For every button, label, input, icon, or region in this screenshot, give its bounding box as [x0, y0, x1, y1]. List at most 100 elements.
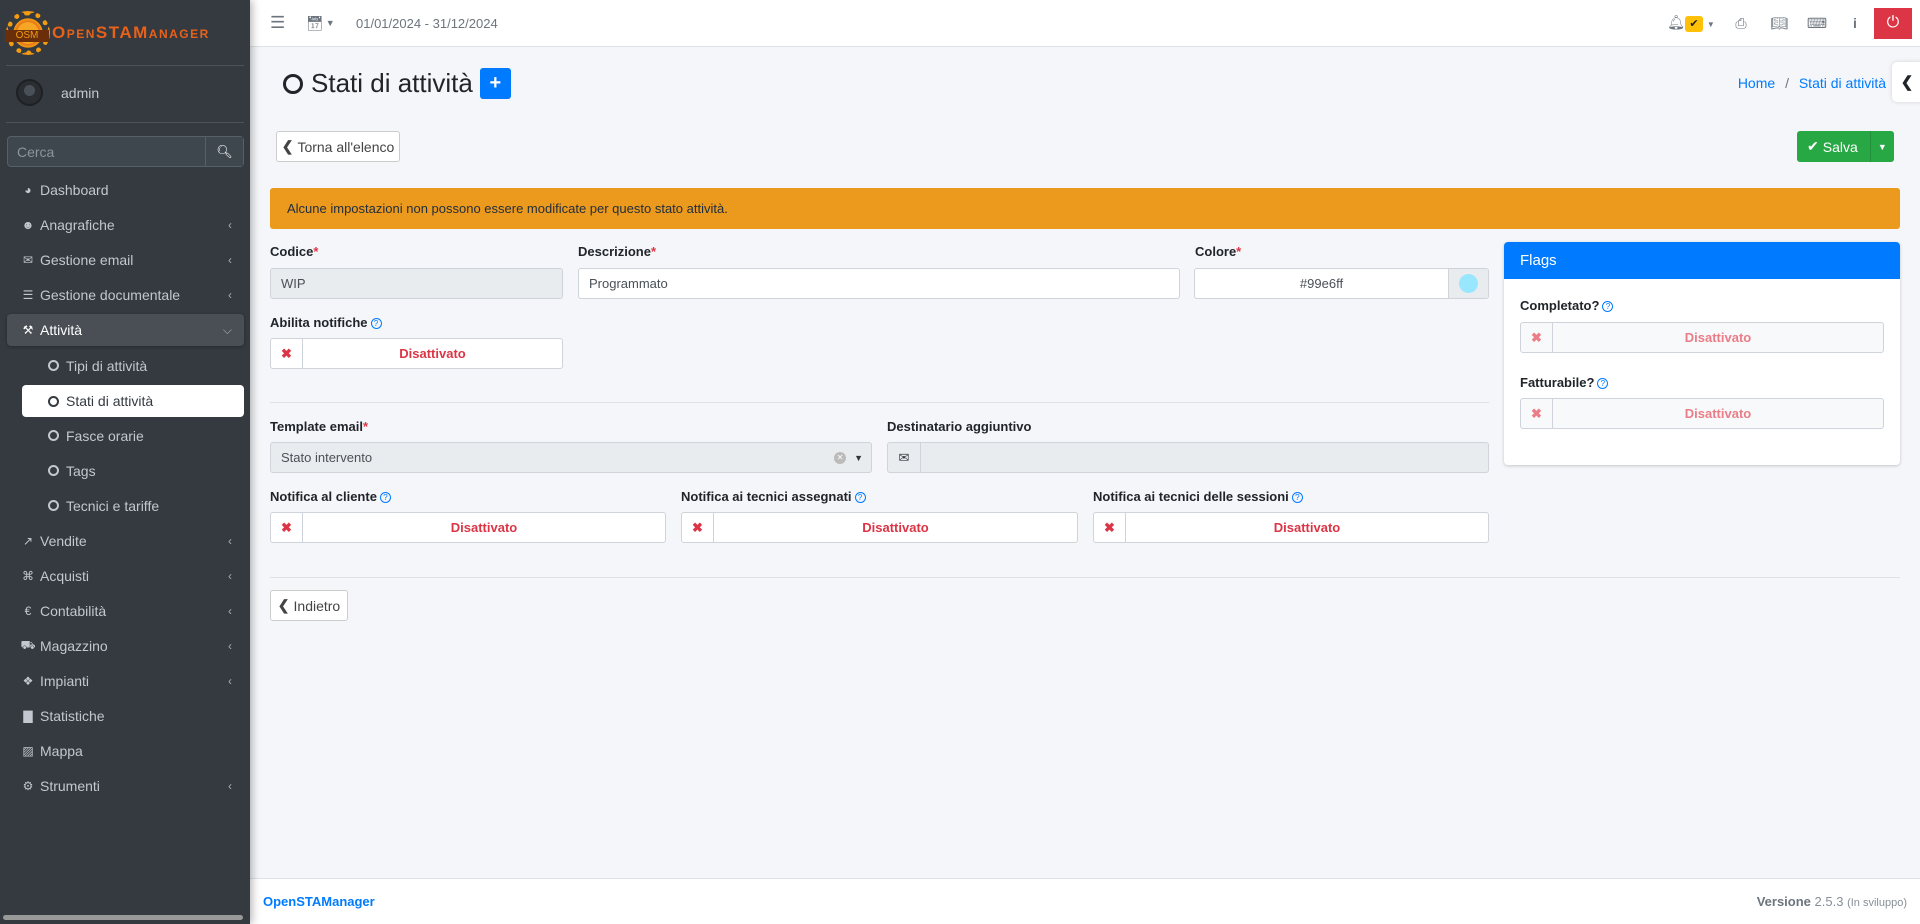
sidebar-item-attivit-[interactable]: ⚒ Attività ⌵	[7, 314, 244, 346]
caret-down-icon: ▼	[854, 452, 863, 463]
chevron-left-icon: ‹	[228, 252, 232, 267]
caret-down-icon: ▼	[325, 18, 335, 28]
search-input[interactable]	[8, 137, 205, 166]
completato-toggle[interactable]: ✖ Disattivato	[1520, 322, 1884, 353]
guide-button[interactable]: 📖︎	[1760, 15, 1798, 32]
sidebar-item-contabilit-[interactable]: € Contabilità ‹	[7, 593, 244, 628]
notifications-button[interactable]: 🔔︎ ✔ ▼	[1660, 14, 1722, 32]
sidebar-item-mappa[interactable]: ▨ Mappa	[7, 733, 244, 768]
sidebar-item-statistiche[interactable]: ▇ Statistiche	[7, 698, 244, 733]
chevron-left-icon: ❮	[277, 597, 290, 613]
sidebar-subitem-tecnici-e-tariffe[interactable]: Tecnici e tariffe	[22, 488, 244, 523]
page-title: Stati di attività +	[283, 68, 511, 99]
save-button[interactable]: ✔ Salva	[1797, 131, 1871, 162]
sidebar-scrollbar[interactable]	[3, 915, 243, 920]
colore-label: Colore*	[1195, 244, 1242, 259]
wrench-icon: ⚒	[22, 323, 34, 337]
shortcuts-button[interactable]: ⌨	[1798, 15, 1836, 32]
clear-icon[interactable]: ✕	[834, 451, 847, 464]
user-panel[interactable]: admin	[16, 79, 99, 106]
notifica-tecnici-sessioni-label: Notifica ai tecnici delle sessioni?	[1093, 489, 1303, 504]
help-icon: ?	[1602, 301, 1614, 312]
sidebar-subitem-tipi-di-attivit-[interactable]: Tipi di attività	[22, 348, 244, 383]
sidebar-item-acquisti[interactable]: ⌘ Acquisti ‹	[7, 558, 244, 593]
help-icon: ?	[370, 318, 382, 329]
close-icon: ✖	[1094, 513, 1126, 542]
logo[interactable]: OSM OpenSTAManager	[5, 10, 210, 56]
chevron-left-icon: ‹	[228, 603, 232, 618]
chevron-down-icon: ⌵	[222, 322, 232, 337]
dashboard-icon: ◕	[24, 182, 32, 197]
book-icon: 📖︎	[1770, 14, 1788, 31]
menu-toggle-button[interactable]: ☰	[270, 0, 285, 46]
sidebar-item-magazzino[interactable]: ⛟ Magazzino ‹	[20, 637, 232, 654]
bell-icon: 🔔︎	[1667, 14, 1685, 30]
template-email-select[interactable]: Stato intervento ✕ ▼	[270, 442, 872, 473]
check-badge-icon: ✔	[1684, 16, 1703, 32]
sidebar-item-vendite[interactable]: ↗ Vendite ‹	[7, 523, 244, 558]
puzzle-icon: ❖	[22, 673, 34, 688]
codice-label: Codice*	[270, 244, 319, 259]
sidebar: OSM OpenSTAManager admin 🔍︎ ◕Dashboard☻A…	[0, 0, 250, 924]
euro-icon: €	[24, 603, 32, 618]
sidebar-subitem-fasce-orarie[interactable]: Fasce orarie	[22, 418, 244, 453]
divider	[6, 122, 244, 123]
footer-brand-link[interactable]: OpenSTAManager	[263, 894, 375, 909]
completato-label: Completato??	[1520, 298, 1614, 313]
chevron-left-icon: ‹	[228, 778, 232, 793]
abilita-notifiche-toggle[interactable]: ✖ Disattivato	[270, 338, 563, 369]
sidebar-item-impianti[interactable]: ❖ Impianti ‹	[7, 663, 244, 698]
chevron-left-icon: ‹	[228, 638, 232, 653]
info-icon: i	[1853, 15, 1857, 31]
search-button[interactable]: 🔍︎	[205, 137, 243, 166]
fatturabile-toggle[interactable]: ✖ Disattivato	[1520, 398, 1884, 429]
sidebar-search: 🔍︎	[7, 136, 244, 167]
descrizione-label: Descrizione*	[578, 244, 657, 259]
power-icon: ⏻	[1886, 14, 1900, 31]
notifica-cliente-toggle[interactable]: ✖ Disattivato	[270, 512, 666, 543]
divider	[270, 577, 1900, 578]
collapse-panel-button[interactable]: ❮	[1892, 62, 1920, 102]
close-icon: ✖	[271, 513, 303, 542]
logout-button[interactable]: ⏻	[1874, 7, 1912, 39]
sidebar-item-dashboard[interactable]: ◕ Dashboard	[7, 172, 244, 207]
notifica-tecnici-assegnati-label: Notifica ai tecnici assegnati?	[681, 489, 866, 504]
save-button-group: ✔ Salva ▼	[1797, 131, 1894, 162]
breadcrumb-current[interactable]: Stati di attività	[1798, 75, 1886, 91]
colore-field: #99e6ff	[1194, 268, 1489, 299]
print-button[interactable]: ⎙	[1722, 15, 1760, 32]
divider	[270, 402, 1489, 403]
sidebar-item-gestione-email[interactable]: ✉ Gestione email ‹	[7, 242, 244, 277]
calendar-dropdown-button[interactable]: 📅︎ ▼	[306, 0, 335, 46]
sidebar-item-strumenti[interactable]: ⚙ Strumenti ‹	[7, 768, 244, 803]
sidebar-item-anagrafiche[interactable]: ☻ Anagrafiche ‹	[7, 207, 244, 242]
descrizione-input[interactable]: Programmato	[578, 268, 1180, 299]
info-button[interactable]: i	[1836, 15, 1874, 31]
chevron-left-icon: ‹	[228, 287, 232, 302]
colore-input[interactable]: #99e6ff	[1299, 276, 1344, 291]
add-button[interactable]: +	[479, 68, 511, 99]
color-picker-button[interactable]	[1448, 269, 1488, 298]
back-to-list-button[interactable]: ❮ Torna all'elenco	[276, 131, 400, 162]
map-icon: ▨	[22, 743, 34, 758]
abilita-notifiche-label: Abilita notifiche?	[270, 315, 382, 330]
circle-icon	[48, 500, 59, 511]
sidebar-subitem-tags[interactable]: Tags	[22, 453, 244, 488]
sidebar-item-gestione-documentale[interactable]: ☰ Gestione documentale ‹	[7, 277, 244, 312]
notifica-tecnici-assegnati-toggle[interactable]: ✖ Disattivato	[681, 512, 1078, 543]
breadcrumb-home[interactable]: Home	[1737, 75, 1776, 91]
period-label[interactable]: 01/01/2024 - 31/12/2024	[356, 15, 498, 31]
back-button[interactable]: ❮ Indietro	[270, 590, 348, 621]
chevron-left-icon: ‹	[228, 533, 232, 548]
color-swatch-icon	[1459, 274, 1478, 293]
file-icon: ☰	[22, 287, 34, 302]
sidebar-subitem-stati-di-attivit-[interactable]: Stati di attività	[22, 385, 244, 417]
notifica-tecnici-sessioni-toggle[interactable]: ✖ Disattivato	[1093, 512, 1489, 543]
chart-line-icon: ↗	[22, 533, 34, 548]
chevron-left-icon: ‹	[228, 673, 232, 688]
codice-input[interactable]: WIP	[270, 268, 563, 299]
save-dropdown-button[interactable]: ▼	[1871, 142, 1894, 152]
logo-text: OpenSTAManager	[52, 23, 210, 42]
circle-icon	[283, 73, 303, 94]
destinatario-label: Destinatario aggiuntivo	[887, 419, 1032, 434]
